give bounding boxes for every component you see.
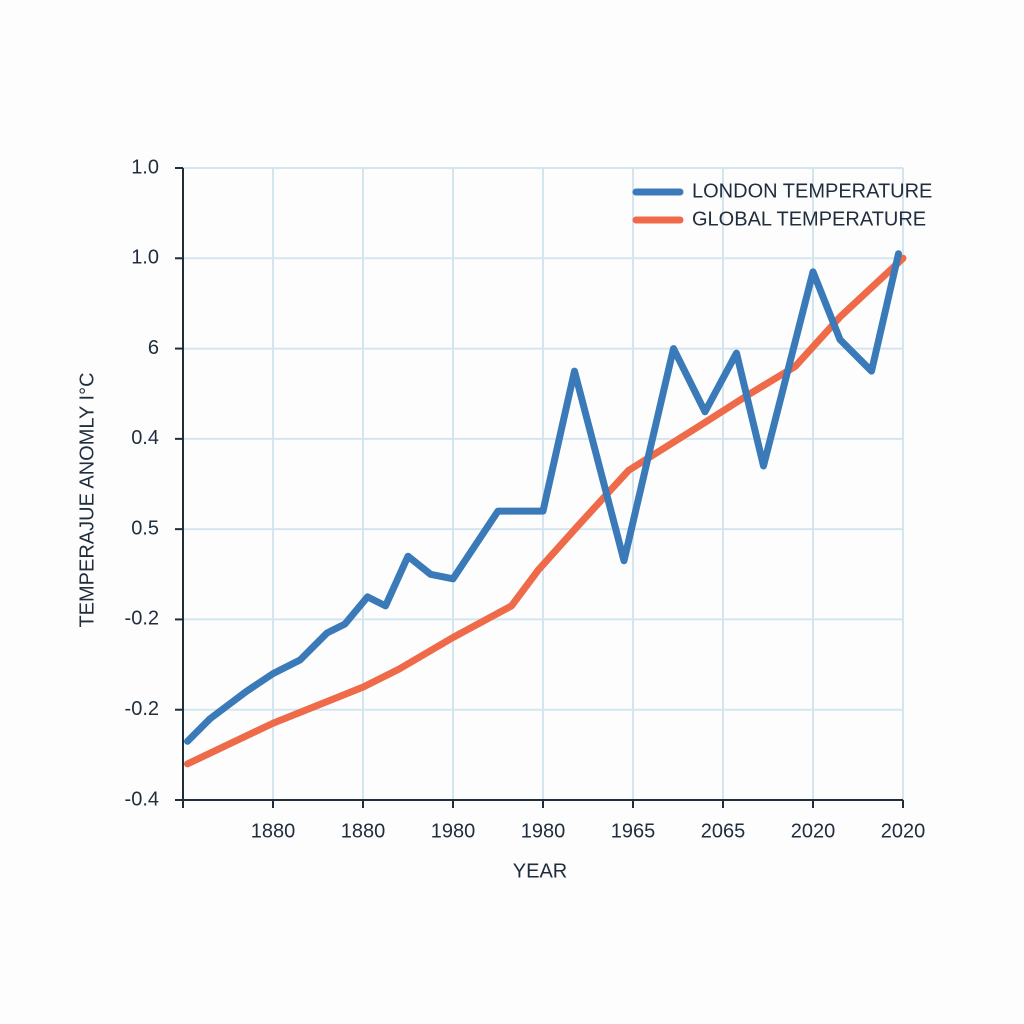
x-tick-label: 1880	[251, 820, 296, 842]
x-tick-label: 2020	[791, 820, 836, 842]
x-tick-label: 2065	[701, 820, 746, 842]
y-axis-label: TEMPERAJUE ANOMLY I°C	[76, 372, 98, 627]
y-tick-label: 6	[148, 337, 159, 359]
x-tick-label: 1965	[611, 820, 656, 842]
x-tick-label: 1980	[431, 820, 476, 842]
y-tick-label: 1.0	[131, 156, 159, 178]
y-tick-label: 0.4	[131, 427, 159, 449]
legend-label: LONDON TEMPERATURE	[692, 180, 932, 202]
x-tick-label: 1980	[521, 820, 566, 842]
x-axis-label: YEAR	[513, 860, 567, 882]
y-tick-label: -0.4	[125, 788, 159, 810]
x-tick-label: 2020	[881, 820, 926, 842]
x-tick-label: 1880	[341, 820, 386, 842]
y-tick-label: -0.2	[125, 608, 159, 630]
y-tick-label: 0.5	[131, 517, 159, 539]
y-tick-label: 1.0	[131, 247, 159, 269]
y-tick-label: -0.2	[125, 698, 159, 720]
legend-label: GLOBAL TEMPERATURE	[692, 208, 926, 230]
data-line	[184, 250, 902, 745]
